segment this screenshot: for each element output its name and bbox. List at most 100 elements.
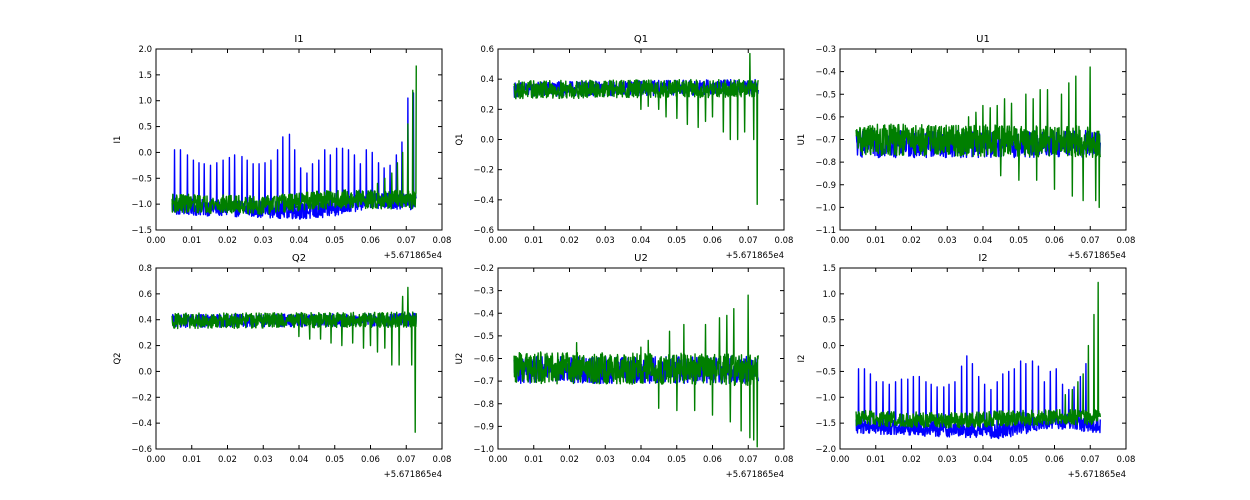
x-tick-label: 0.06 — [361, 455, 380, 465]
x-tick-label: 0.05 — [667, 236, 686, 246]
x-tick-label: 0.08 — [775, 455, 794, 465]
x-tick-label: 0.08 — [433, 455, 452, 465]
x-tick-label: 0.01 — [182, 236, 201, 246]
x-tick-label: 0.08 — [1117, 236, 1136, 246]
x-tick-label: 0.02 — [902, 236, 921, 246]
y-tick-label: 0.0 — [138, 148, 152, 158]
x-tick-label: 0.03 — [596, 236, 615, 246]
x-tick-label: 0.01 — [866, 455, 885, 465]
x-tick-label: 0.06 — [361, 236, 380, 246]
series-line-green — [513, 52, 759, 206]
y-tick-label: −0.5 — [815, 90, 836, 100]
x-tick-label: 0.04 — [974, 455, 993, 465]
panel-Q2: 0.00 0.01 0.02 0.03 0.04 0.05 0.06 0.07 0.08 −0.6… — [113, 253, 451, 480]
x-tick-label: 0.00 — [489, 236, 508, 246]
x-tick-label: 0.04 — [632, 236, 651, 246]
x-tick-label: 0.00 — [831, 236, 850, 246]
y-tick-label: 1.5 — [822, 264, 836, 274]
plot-area — [855, 66, 1101, 209]
panel-title: I2 — [978, 253, 987, 264]
y-tick-label: −0.7 — [815, 136, 836, 146]
y-axis-label: U2 — [455, 353, 465, 365]
x-tick-label: 0.08 — [775, 236, 794, 246]
y-tick-label: 0.0 — [480, 136, 494, 146]
y-axis-label: I1 — [113, 136, 123, 144]
x-tick-label: 0.05 — [325, 455, 344, 465]
plot-area — [513, 52, 759, 206]
x-tick-label: 0.01 — [182, 455, 201, 465]
y-tick-label: −0.6 — [473, 355, 494, 365]
x-tick-label: 0.02 — [902, 455, 921, 465]
y-tick-label: 0.6 — [480, 45, 494, 55]
y-axis-label: Q2 — [113, 352, 123, 364]
x-tick-label: 0.05 — [325, 236, 344, 246]
y-tick-label: −0.7 — [473, 377, 494, 387]
y-tick-label: −1.0 — [815, 203, 836, 213]
x-tick-label: 0.01 — [524, 236, 543, 246]
y-axis-label: U1 — [797, 134, 807, 146]
y-tick-label: −0.4 — [131, 419, 152, 429]
y-tick-label: 1.0 — [822, 290, 836, 300]
x-tick-label: 0.03 — [254, 236, 273, 246]
x-tick-label: 0.05 — [1009, 236, 1028, 246]
x-tick-label: 0.06 — [703, 455, 722, 465]
y-tick-label: 0.5 — [822, 316, 836, 326]
x-tick-label: 0.04 — [290, 236, 309, 246]
x-tick-label: 0.00 — [147, 236, 166, 246]
x-tick-label: 0.08 — [1117, 455, 1136, 465]
x-tick-label: 0.00 — [147, 455, 166, 465]
y-tick-label: 2.0 — [138, 45, 152, 55]
y-tick-label: 0.8 — [138, 264, 152, 274]
x-tick-label: 0.07 — [397, 236, 416, 246]
y-tick-label: 0.2 — [138, 342, 152, 352]
y-tick-label: −0.6 — [131, 445, 152, 455]
y-tick-label: −1.0 — [473, 445, 494, 455]
series-line-green — [171, 286, 417, 433]
y-tick-label: 0.0 — [138, 367, 152, 377]
series-line-green — [171, 65, 417, 216]
plot-area — [171, 286, 417, 433]
x-tick-label: 0.04 — [632, 455, 651, 465]
y-tick-label: −0.2 — [473, 166, 494, 176]
y-tick-label: −0.3 — [473, 287, 494, 297]
x-offset-label: +5.671865e4 — [1068, 251, 1126, 261]
x-tick-label: 0.04 — [290, 455, 309, 465]
x-tick-label: 0.07 — [397, 455, 416, 465]
x-tick-label: 0.03 — [938, 236, 957, 246]
y-tick-label: −0.2 — [473, 264, 494, 274]
y-tick-label: 0.4 — [480, 75, 494, 85]
y-tick-label: −0.2 — [131, 393, 152, 403]
y-tick-label: −1.1 — [815, 226, 836, 236]
y-tick-label: 1.5 — [138, 71, 152, 81]
x-tick-label: 0.07 — [1081, 455, 1100, 465]
x-tick-label: 0.05 — [1009, 455, 1028, 465]
series-line-green — [855, 66, 1101, 209]
x-offset-label: +5.671865e4 — [384, 251, 442, 261]
y-tick-label: −0.8 — [815, 158, 836, 168]
x-tick-label: 0.03 — [254, 455, 273, 465]
x-offset-label: +5.671865e4 — [726, 470, 784, 480]
x-tick-label: 0.02 — [560, 236, 579, 246]
y-tick-label: −0.8 — [473, 400, 494, 410]
y-tick-label: −0.9 — [815, 181, 836, 191]
panel-title: Q1 — [634, 34, 648, 45]
y-tick-label: −0.5 — [473, 332, 494, 342]
y-tick-label: 0.5 — [138, 123, 152, 133]
y-tick-label: 1.0 — [138, 97, 152, 107]
x-tick-label: 0.02 — [218, 455, 237, 465]
y-tick-label: −0.5 — [131, 174, 152, 184]
x-tick-label: 0.06 — [1045, 236, 1064, 246]
x-tick-label: 0.07 — [739, 455, 758, 465]
y-tick-label: −1.5 — [131, 226, 152, 236]
y-axis-label: I2 — [797, 355, 807, 363]
panel-U1: 0.00 0.01 0.02 0.03 0.04 0.05 0.06 0.07 0.08 −1.1… — [797, 34, 1135, 261]
x-tick-label: 0.03 — [596, 455, 615, 465]
series-line-green — [855, 281, 1101, 429]
y-tick-label: 0.2 — [480, 105, 494, 115]
x-tick-label: 0.00 — [831, 455, 850, 465]
x-tick-label: 0.01 — [866, 236, 885, 246]
y-tick-label: −0.6 — [815, 113, 836, 123]
panel-title: I1 — [294, 34, 303, 45]
plot-area — [171, 65, 417, 220]
